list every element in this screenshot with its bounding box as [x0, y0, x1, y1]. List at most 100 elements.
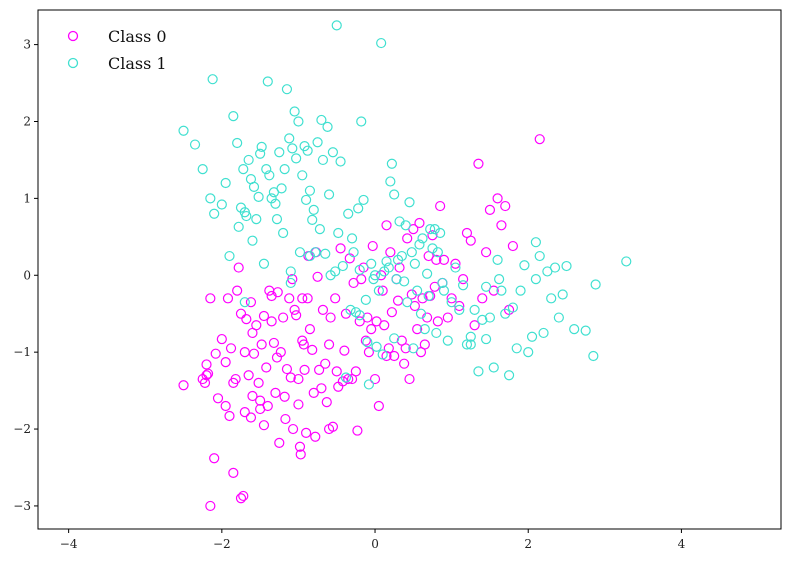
data-point: [392, 254, 404, 265]
data-point: [348, 247, 359, 258]
data-point: [281, 84, 293, 95]
data-point: [392, 295, 404, 306]
data-point: [458, 274, 469, 285]
data-point: [294, 441, 306, 452]
data-point: [255, 148, 266, 159]
data-point: [299, 364, 310, 375]
y-tick-label: 0: [23, 268, 31, 282]
data-point: [379, 320, 390, 331]
data-point: [373, 285, 384, 296]
data-point: [450, 258, 461, 269]
data-point: [251, 214, 262, 225]
data-point: [264, 170, 275, 181]
data-point: [377, 285, 388, 296]
data-point: [331, 20, 342, 31]
data-point: [317, 154, 329, 166]
data-point: [205, 500, 216, 512]
data-point: [362, 337, 373, 348]
data-point: [205, 293, 216, 304]
data-point: [480, 281, 492, 292]
data-point: [335, 156, 346, 167]
data-point: [450, 262, 461, 273]
data-point: [534, 250, 545, 262]
data-point: [327, 147, 339, 158]
data-point: [496, 285, 507, 296]
data-point: [258, 420, 270, 431]
data-point: [454, 304, 465, 315]
data-point: [209, 208, 220, 219]
data-point: [419, 323, 430, 335]
data-point: [431, 327, 442, 339]
data-point: [503, 370, 515, 381]
data-point: [247, 390, 258, 402]
data-point: [247, 235, 258, 246]
data-point: [480, 247, 492, 258]
data-point: [432, 316, 443, 327]
data-point: [274, 437, 285, 448]
data-point: [284, 133, 295, 144]
data-point: [473, 158, 484, 169]
data-point: [314, 364, 325, 375]
data-point: [302, 293, 313, 304]
data-point: [400, 220, 411, 231]
data-point: [230, 373, 241, 385]
data-point: [331, 366, 342, 377]
data-point: [417, 233, 428, 244]
data-point: [442, 312, 453, 323]
data-point: [437, 277, 448, 289]
data-point: [220, 400, 231, 412]
data-point: [220, 357, 231, 368]
data-point: [507, 302, 519, 313]
data-point: [469, 320, 480, 331]
data-point: [224, 250, 235, 262]
data-point: [278, 227, 289, 239]
data-point: [178, 125, 189, 136]
data-point: [224, 410, 235, 422]
data-point: [285, 372, 296, 383]
data-point: [291, 153, 302, 164]
data-point: [406, 247, 417, 258]
data-point: [275, 347, 286, 358]
data-point: [314, 224, 325, 235]
data-point: [272, 287, 283, 298]
data-point: [278, 312, 289, 323]
data-point: [323, 189, 335, 200]
data-point: [438, 254, 450, 265]
data-point: [253, 191, 264, 202]
data-point: [261, 362, 272, 373]
data-point: [429, 224, 440, 235]
data-point: [396, 250, 407, 262]
data-point: [519, 260, 530, 271]
data-point: [197, 164, 208, 175]
data-point: [262, 76, 273, 87]
data-point: [399, 276, 410, 287]
data-point: [300, 194, 312, 206]
data-point: [281, 363, 293, 375]
data-point: [484, 204, 496, 216]
data-point: [557, 289, 568, 300]
data-point: [427, 230, 438, 241]
y-tick-label: −2: [13, 422, 31, 436]
data-point: [425, 224, 436, 235]
data-point: [360, 294, 371, 305]
data-point: [279, 391, 290, 402]
data-point: [258, 310, 270, 322]
data-point: [590, 279, 601, 290]
data-point: [389, 350, 400, 362]
data-point: [271, 214, 283, 225]
data-point: [262, 400, 273, 412]
data-point: [291, 310, 302, 321]
data-point: [389, 189, 400, 200]
data-point: [350, 366, 361, 377]
data-point: [360, 335, 371, 346]
data-point: [228, 111, 239, 122]
data-point: [400, 343, 411, 354]
data-point: [189, 139, 201, 150]
data-point: [235, 308, 247, 319]
legend-label-class-1: Class 1: [108, 54, 167, 73]
data-point: [427, 243, 438, 254]
data-point: [373, 400, 384, 412]
data-point: [417, 293, 428, 304]
data-point: [308, 204, 319, 216]
data-point: [369, 373, 381, 385]
